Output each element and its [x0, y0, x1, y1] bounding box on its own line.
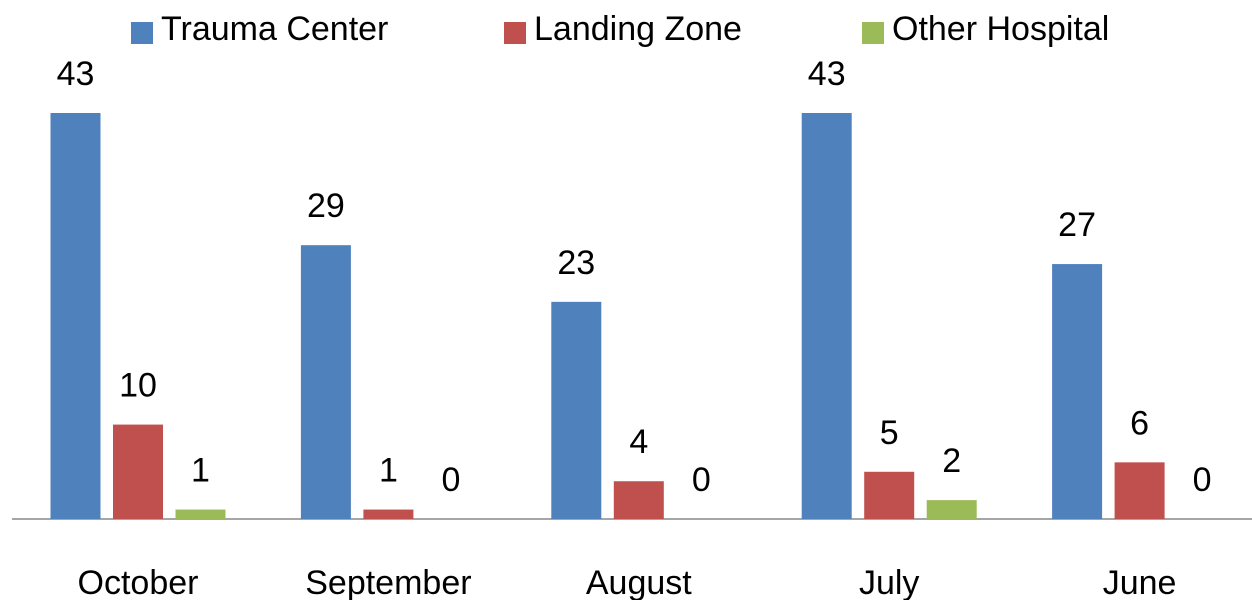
legend-label: Trauma Center — [161, 10, 388, 48]
data-label: 5 — [880, 414, 899, 452]
data-label: 1 — [379, 452, 398, 490]
data-label: 0 — [1193, 461, 1212, 499]
data-label: 43 — [808, 55, 846, 93]
bar — [801, 113, 852, 519]
data-label: 0 — [441, 461, 460, 499]
bar — [113, 424, 163, 519]
bar — [926, 500, 977, 519]
data-label: 4 — [629, 423, 648, 461]
legend-marker — [131, 22, 153, 44]
data-label: 1 — [191, 452, 210, 490]
data-label: 2 — [942, 442, 961, 480]
bar — [613, 481, 664, 519]
legend-marker — [862, 22, 884, 44]
x-tick-label: October — [78, 564, 199, 600]
data-label: 43 — [57, 55, 95, 93]
data-label: 23 — [557, 244, 595, 282]
data-label: 10 — [119, 367, 157, 405]
x-tick-label: July — [859, 564, 919, 600]
x-tick-label: September — [305, 564, 471, 600]
legend-marker — [504, 22, 526, 44]
bar — [175, 509, 226, 519]
data-label: 27 — [1058, 206, 1096, 244]
bar — [1052, 264, 1103, 519]
bar — [363, 509, 414, 519]
x-tick-label: August — [586, 564, 692, 600]
bar — [300, 245, 351, 520]
bar — [864, 471, 915, 519]
data-label: 0 — [692, 461, 711, 499]
x-tick-label: June — [1103, 564, 1177, 600]
bar — [551, 301, 602, 519]
legend-label: Other Hospital — [892, 10, 1109, 48]
data-label: 6 — [1130, 404, 1149, 442]
bar — [1114, 462, 1165, 519]
data-label: 29 — [307, 187, 345, 225]
legend-label: Landing Zone — [534, 10, 742, 48]
bar — [50, 113, 101, 519]
